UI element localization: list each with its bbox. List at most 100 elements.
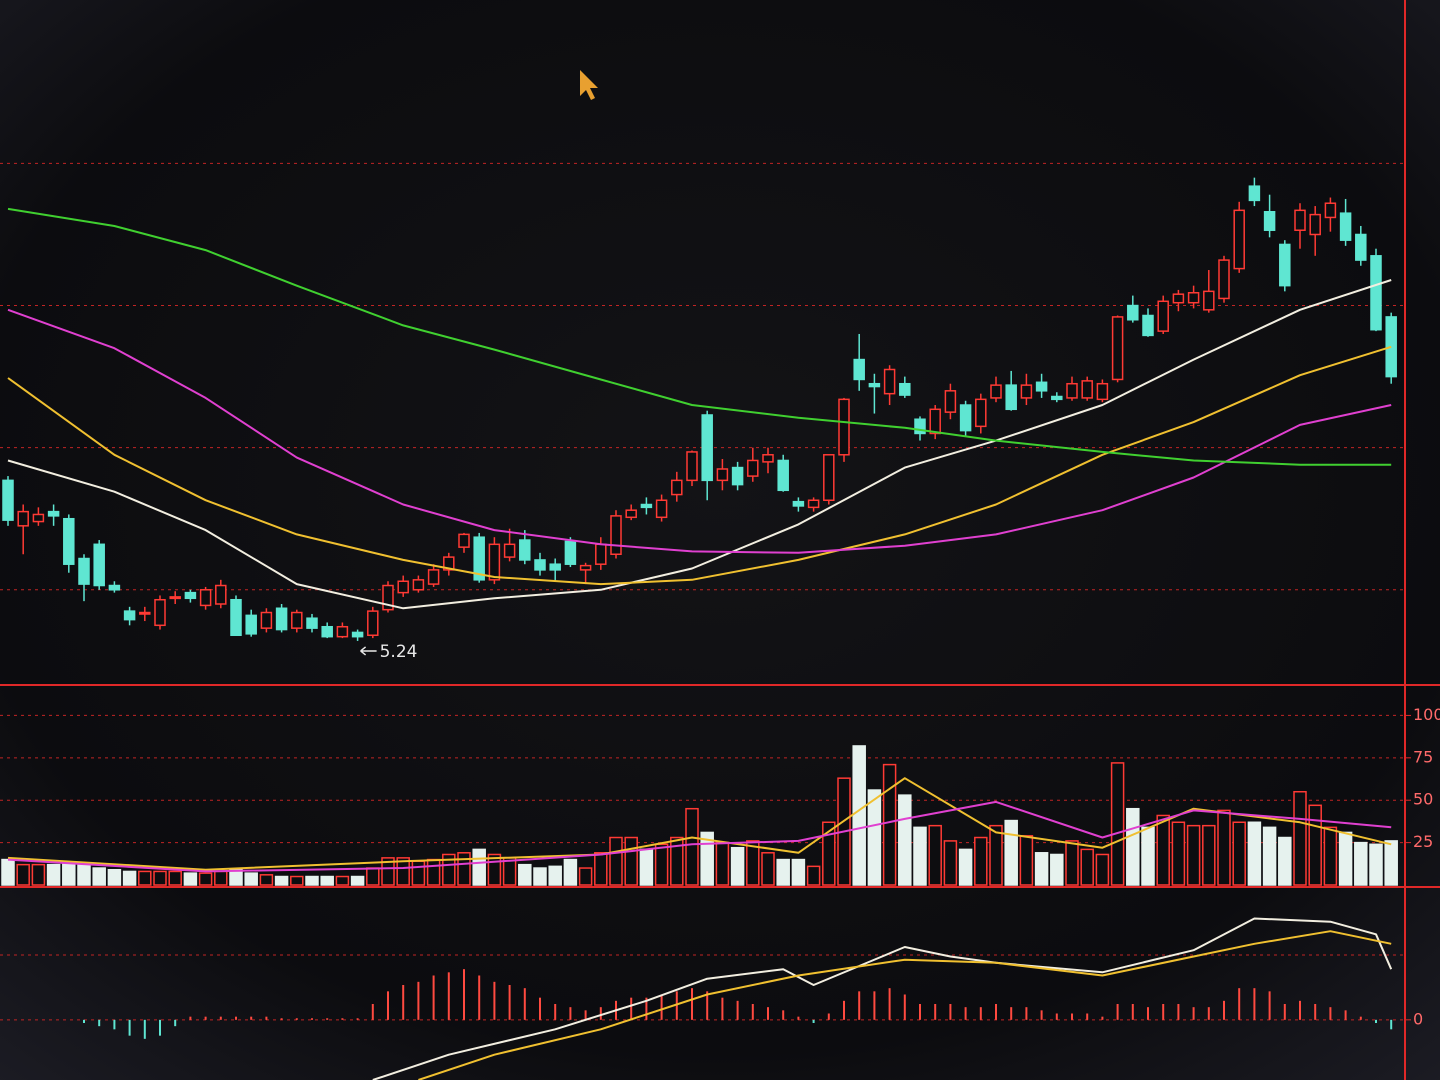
candle-body <box>1370 255 1382 331</box>
volume-bar <box>457 852 471 886</box>
volume-bar <box>624 836 638 886</box>
indicator-line <box>7 308 1392 554</box>
candle-body <box>747 459 759 477</box>
volume-bar <box>594 852 608 886</box>
candle-body <box>1051 395 1063 401</box>
volume-bar <box>198 872 213 886</box>
candle-body <box>93 543 105 587</box>
candle-body <box>1157 300 1169 332</box>
candle-body <box>1263 211 1276 231</box>
volume-bar <box>1384 840 1398 886</box>
volume-bar <box>305 875 319 886</box>
candle-body <box>1127 304 1139 321</box>
volume-bar <box>1262 826 1277 886</box>
volume-bar <box>1110 762 1125 886</box>
volume-bar <box>138 870 152 886</box>
volume-bar <box>396 857 410 886</box>
candle-body <box>595 543 607 565</box>
volume-bar <box>411 860 426 886</box>
candle-body <box>959 404 972 432</box>
candle-body <box>1355 233 1367 261</box>
volume-bar <box>715 841 730 886</box>
candle-body <box>807 499 820 509</box>
candle-body <box>792 500 805 507</box>
axis-labels: 25 50 75 100 0 <box>1405 705 1440 1028</box>
volume-bar <box>578 867 593 886</box>
macd-panel <box>0 917 1405 1080</box>
volume-bar <box>77 863 91 886</box>
candle-body <box>1309 213 1321 236</box>
volume-bar <box>290 875 304 886</box>
volume-bar <box>882 763 897 886</box>
volume-bar <box>122 870 137 886</box>
volume-bar <box>806 865 821 886</box>
volume-bar <box>214 870 228 886</box>
volume-bar <box>153 870 167 886</box>
volume-bar <box>700 831 714 886</box>
price-panel: 5.24 <box>0 162 1405 662</box>
volume-bar <box>442 853 456 886</box>
candle-body <box>1385 316 1397 378</box>
candle-body <box>123 610 136 621</box>
candle-body <box>78 557 90 585</box>
volume-bar <box>335 875 350 886</box>
volume-bar <box>1050 853 1064 886</box>
volume-bar <box>943 840 958 886</box>
volume-bar <box>1217 809 1231 886</box>
volume-bar <box>533 867 547 886</box>
volume-bar <box>1354 841 1368 886</box>
volume-bar <box>183 872 198 886</box>
candle-body <box>230 598 242 637</box>
candle-body <box>275 607 288 631</box>
volume-bar <box>92 867 106 886</box>
candle-body <box>1066 382 1078 399</box>
volume-bar <box>366 867 380 886</box>
candle-body <box>1096 382 1109 401</box>
candle-body <box>519 539 531 561</box>
volume-bar <box>62 862 76 886</box>
candle-body <box>47 510 60 517</box>
candle-body <box>762 454 774 463</box>
volume-bar <box>898 794 912 886</box>
volume-bar <box>1232 821 1246 886</box>
candle-body <box>990 384 1002 399</box>
candle-body <box>336 625 349 638</box>
candle-body <box>534 559 546 571</box>
volume-bar <box>685 807 699 886</box>
candle-body <box>1035 381 1048 392</box>
mouse-cursor <box>580 70 598 100</box>
candle-body <box>1020 384 1033 399</box>
volume-bar <box>274 875 289 886</box>
volume-bar <box>518 863 532 886</box>
candle-body <box>154 598 166 627</box>
candle-body <box>838 398 850 456</box>
candle-body <box>868 382 881 388</box>
volume-bar <box>730 846 745 886</box>
volume-bar <box>1156 814 1170 886</box>
candle-body <box>549 563 561 571</box>
candle-body <box>610 515 622 556</box>
indicator-line <box>7 207 1392 466</box>
candle-body <box>382 584 394 611</box>
y-tick-label: 25 <box>1413 832 1433 851</box>
candle-body <box>564 540 577 565</box>
volume-bar <box>1080 848 1094 886</box>
volume-bar <box>1065 840 1079 886</box>
candle-body <box>640 503 653 509</box>
volume-panel <box>0 714 1405 886</box>
candle-body <box>1187 292 1200 304</box>
volume-bar <box>761 852 775 886</box>
volume-bar <box>791 858 806 886</box>
volume-bar <box>1202 824 1216 886</box>
volume-bar <box>974 836 988 886</box>
volume-bar <box>776 858 790 886</box>
candle-body <box>1233 209 1245 270</box>
volume-bar <box>1095 853 1110 886</box>
candle-body <box>473 536 485 581</box>
candle-body <box>260 611 273 629</box>
candle-body <box>777 459 789 492</box>
volume-bar <box>746 840 760 886</box>
candle-body <box>139 611 151 615</box>
candle-body <box>321 625 333 638</box>
indicator-line <box>7 800 1392 873</box>
